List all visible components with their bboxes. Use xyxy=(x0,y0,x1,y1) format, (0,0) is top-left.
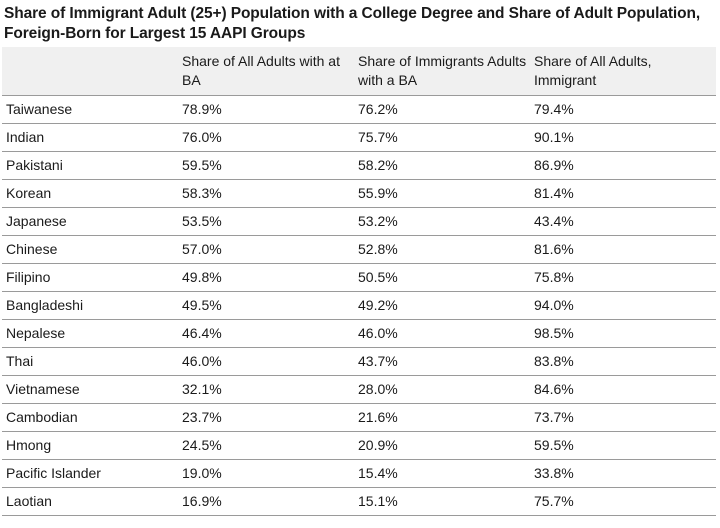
adults-immigrant-cell: 75.7% xyxy=(534,486,716,516)
group-cell: Cambodian xyxy=(2,402,182,431)
header-cell-adults-immigrant: Share of All Adults, Immigrant xyxy=(534,53,652,88)
all-adults-ba-cell: 32.1% xyxy=(182,374,358,403)
adults-immigrant-cell: 83.8% xyxy=(534,346,716,375)
table-row: Indian 76.0% 75.7% 90.1% xyxy=(2,122,716,151)
all-adults-ba-cell: 24.5% xyxy=(182,430,358,459)
group-cell: Pacific Islander xyxy=(2,458,182,487)
adults-immigrant-cell: 73.7% xyxy=(534,402,716,431)
group-cell: Indian xyxy=(2,122,182,151)
immigrants-ba-cell: 52.8% xyxy=(358,234,534,263)
table-row: Cambodian 23.7% 21.6% 73.7% xyxy=(2,402,716,431)
all-adults-ba-cell: 78.9% xyxy=(182,94,358,123)
immigrants-ba-cell: 53.2% xyxy=(358,206,534,235)
all-adults-ba-cell: 23.7% xyxy=(182,402,358,431)
all-adults-ba-cell: 53.5% xyxy=(182,206,358,235)
table-body: Taiwanese 78.9% 76.2% 79.4% Indian 76.0% 75.7%… xyxy=(2,94,716,516)
immigrants-ba-cell: 76.2% xyxy=(358,94,534,123)
all-adults-ba-cell: 59.5% xyxy=(182,150,358,179)
header-cell-immigrants-ba: Share of Immigrants Adults with a BA xyxy=(358,53,527,88)
table-row: Vietnamese 32.1% 28.0% 84.6% xyxy=(2,374,716,403)
all-adults-ba-cell: 58.3% xyxy=(182,178,358,207)
adults-immigrant-cell: 33.8% xyxy=(534,458,716,487)
adults-immigrant-cell: 86.9% xyxy=(534,150,716,179)
header-cell-group xyxy=(2,47,182,95)
data-table: Share of All Adults with at BA Share of … xyxy=(2,47,716,516)
all-adults-ba-cell: 16.9% xyxy=(182,486,358,516)
immigrants-ba-cell: 75.7% xyxy=(358,122,534,151)
immigrants-ba-cell: 21.6% xyxy=(358,402,534,431)
immigrants-ba-cell: 55.9% xyxy=(358,178,534,207)
group-cell: Nepalese xyxy=(2,318,182,347)
adults-immigrant-cell: 75.8% xyxy=(534,262,716,291)
header-row: Share of All Adults with at BA Share of … xyxy=(2,47,716,95)
table-row: Pakistani 59.5% 58.2% 86.9% xyxy=(2,150,716,179)
all-adults-ba-cell: 19.0% xyxy=(182,458,358,487)
immigrants-ba-cell: 20.9% xyxy=(358,430,534,459)
header-cell-all-adults-ba: Share of All Adults with at BA xyxy=(182,53,340,88)
table-row: Korean 58.3% 55.9% 81.4% xyxy=(2,178,716,207)
adults-immigrant-cell: 84.6% xyxy=(534,374,716,403)
table-row: Japanese 53.5% 53.2% 43.4% xyxy=(2,206,716,235)
adults-immigrant-cell: 79.4% xyxy=(534,94,716,123)
table-row: Bangladeshi 49.5% 49.2% 94.0% xyxy=(2,290,716,319)
immigrants-ba-cell: 46.0% xyxy=(358,318,534,347)
group-cell: Bangladeshi xyxy=(2,290,182,319)
immigrants-ba-cell: 58.2% xyxy=(358,150,534,179)
adults-immigrant-cell: 43.4% xyxy=(534,206,716,235)
all-adults-ba-cell: 46.0% xyxy=(182,346,358,375)
group-cell: Taiwanese xyxy=(2,94,182,123)
table-row: Chinese 57.0% 52.8% 81.6% xyxy=(2,234,716,263)
all-adults-ba-cell: 46.4% xyxy=(182,318,358,347)
adults-immigrant-cell: 59.5% xyxy=(534,430,716,459)
table-row: Nepalese 46.4% 46.0% 98.5% xyxy=(2,318,716,347)
table-title: Share of Immigrant Adult (25+) Populatio… xyxy=(4,5,701,42)
group-cell: Hmong xyxy=(2,430,182,459)
group-cell: Japanese xyxy=(2,206,182,235)
table-row: Filipino 49.8% 50.5% 75.8% xyxy=(2,262,716,291)
immigrants-ba-cell: 49.2% xyxy=(358,290,534,319)
immigrants-ba-cell: 28.0% xyxy=(358,374,534,403)
immigrants-ba-cell: 15.4% xyxy=(358,458,534,487)
group-cell: Chinese xyxy=(2,234,182,263)
group-cell: Pakistani xyxy=(2,150,182,179)
adults-immigrant-cell: 94.0% xyxy=(534,290,716,319)
immigrants-ba-cell: 43.7% xyxy=(358,346,534,375)
adults-immigrant-cell: 90.1% xyxy=(534,122,716,151)
group-cell: Laotian xyxy=(2,486,182,516)
group-cell: Korean xyxy=(2,178,182,207)
table-row: Pacific Islander 19.0% 15.4% 33.8% xyxy=(2,458,716,487)
adults-immigrant-cell: 98.5% xyxy=(534,318,716,347)
group-cell: Filipino xyxy=(2,262,182,291)
group-cell: Vietnamese xyxy=(2,374,182,403)
table-row: Taiwanese 78.9% 76.2% 79.4% xyxy=(2,94,716,123)
all-adults-ba-cell: 76.0% xyxy=(182,122,358,151)
all-adults-ba-cell: 49.5% xyxy=(182,290,358,319)
adults-immigrant-cell: 81.4% xyxy=(534,178,716,207)
table-row: Laotian 16.9% 15.1% 75.7% xyxy=(2,486,716,516)
table-row: Hmong 24.5% 20.9% 59.5% xyxy=(2,430,716,459)
immigrants-ba-cell: 15.1% xyxy=(358,486,534,516)
table-row: Thai 46.0% 43.7% 83.8% xyxy=(2,346,716,375)
adults-immigrant-cell: 81.6% xyxy=(534,234,716,263)
all-adults-ba-cell: 57.0% xyxy=(182,234,358,263)
group-cell: Thai xyxy=(2,346,182,375)
immigrants-ba-cell: 50.5% xyxy=(358,262,534,291)
all-adults-ba-cell: 49.8% xyxy=(182,262,358,291)
